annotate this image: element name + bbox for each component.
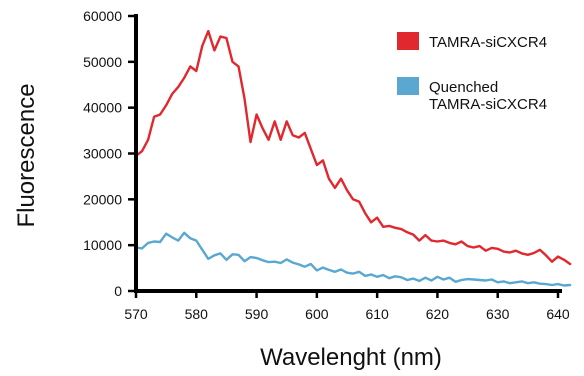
legend-label-1: TAMRA-siCXCR4: [429, 34, 547, 51]
series-line-2: [134, 231, 572, 287]
legend-swatch-1: [397, 32, 419, 50]
legend-label-2: Quenched: [429, 79, 498, 96]
x-axis-title: Wavelenght (nm): [260, 344, 442, 371]
x-tick-label: 580: [185, 306, 209, 322]
x-tick-label: 590: [245, 306, 269, 322]
y-tick-label: 0: [114, 283, 122, 299]
x-tick-label: 610: [365, 306, 389, 322]
x-tick-label: 620: [426, 306, 450, 322]
series-layer: [134, 29, 572, 287]
y-tick-label: 10000: [83, 237, 122, 253]
y-tick-label: 20000: [83, 191, 122, 207]
series-line-1: [134, 29, 572, 266]
axes-layer: [134, 14, 562, 293]
x-tick-label: 600: [305, 306, 329, 322]
y-tick-label: 60000: [83, 8, 122, 24]
x-tick-label: 630: [486, 306, 510, 322]
ticks-layer: 570 580 590 600 610 620 630 640 0 10000 20000 30000…: [83, 8, 570, 322]
legend-swatch-2: [397, 77, 419, 95]
y-tick-label: 30000: [83, 146, 122, 162]
y-tick-label: 50000: [83, 54, 122, 70]
legend-label-2: TAMRA-siCXCR4: [429, 96, 547, 113]
x-tick-label: 570: [124, 306, 148, 322]
y-axis-title: Fluorescence: [13, 83, 40, 227]
y-tick-label: 40000: [83, 100, 122, 116]
x-tick-label: 640: [546, 306, 570, 322]
